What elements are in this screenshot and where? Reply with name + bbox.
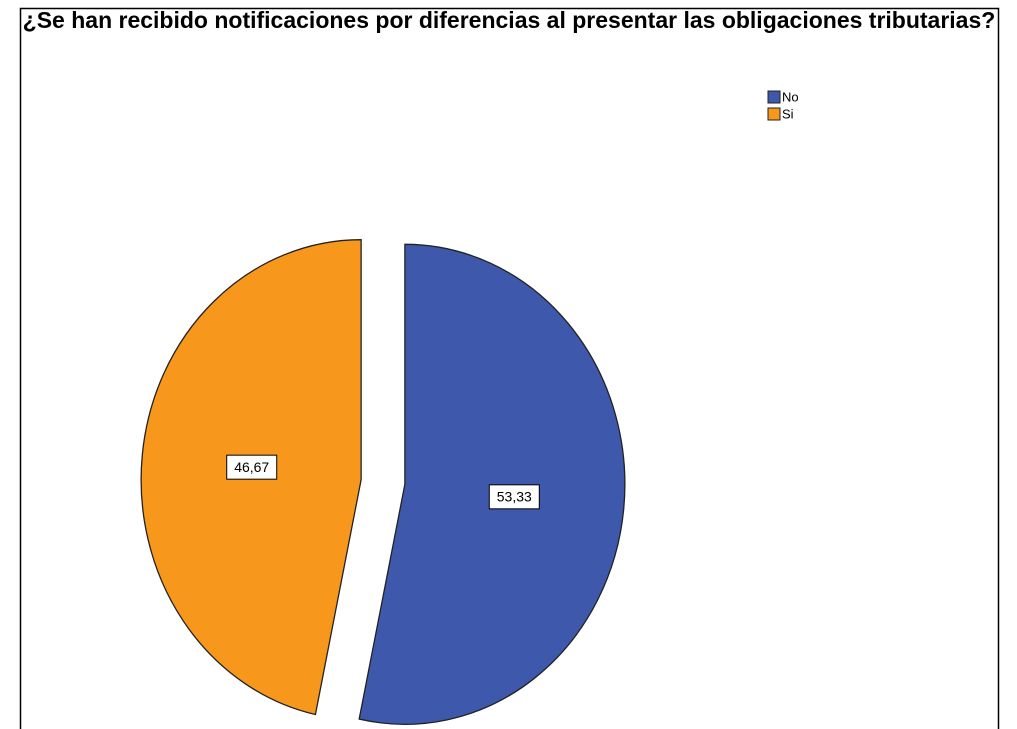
legend-label: No <box>782 89 799 104</box>
legend-swatch <box>767 107 781 121</box>
pie-slice <box>358 243 626 725</box>
chart-title: ¿Se han recibido notificaciones por dife… <box>22 7 996 33</box>
frame <box>19 7 1000 729</box>
data-label: 53,33 <box>497 489 532 505</box>
legend-label: Si <box>782 106 794 121</box>
data-label: 46,67 <box>234 459 269 475</box>
data-label-box <box>488 484 540 510</box>
legend-swatch <box>767 90 781 104</box>
data-label-box <box>226 454 278 480</box>
